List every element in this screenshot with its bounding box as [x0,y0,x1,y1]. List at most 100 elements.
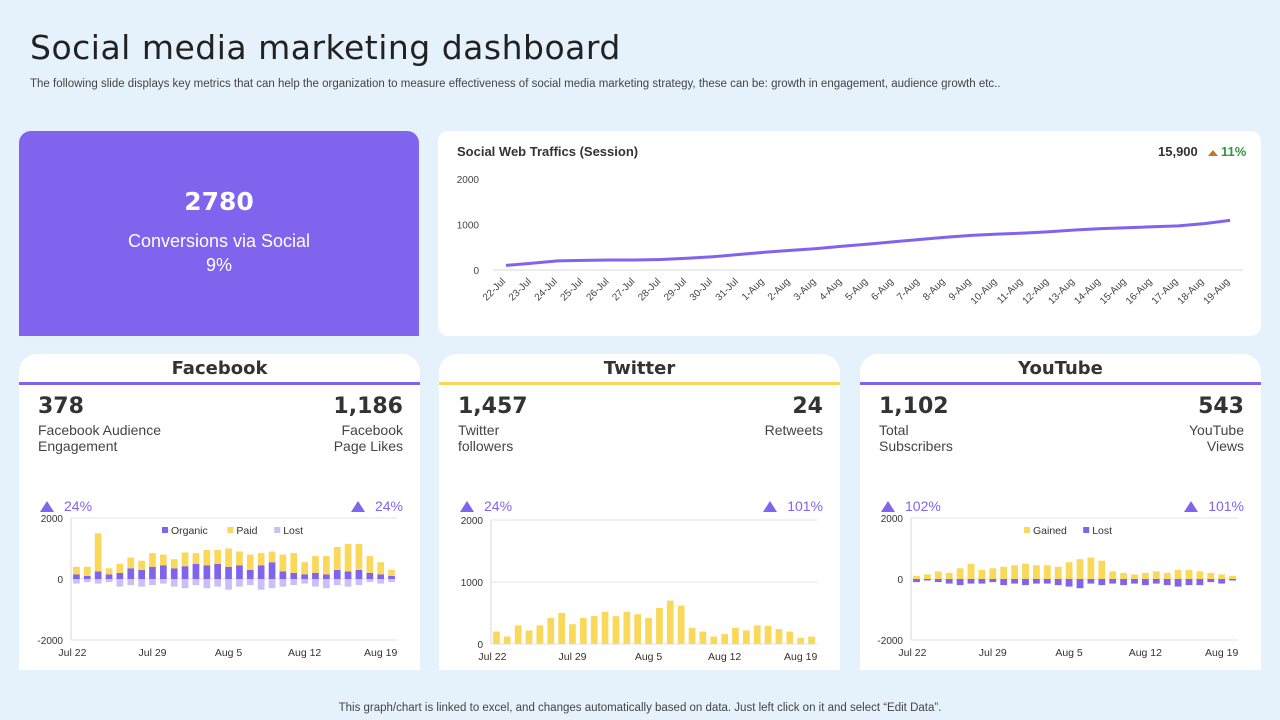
bar-organic [203,565,211,579]
bar-organic [214,563,221,580]
legend-swatch [1083,527,1090,533]
bar-lost [94,579,102,584]
bar-gained [1109,571,1117,579]
bar-organic [73,574,80,579]
bar-paid [290,553,298,573]
facebook-engagement-metric: 378 Facebook Audience Engagement 24% [38,394,218,514]
bar-gained [967,563,975,580]
bar-lost [924,579,931,581]
y-tick-label: 2000 [457,175,480,186]
bar-gained [1043,565,1051,579]
bar-gained [1011,565,1018,579]
facebook-card: Facebook 378 Facebook Audience Engagemen… [19,354,420,670]
bar-gained [1033,565,1040,579]
x-tick-label: 25-Jul [559,276,586,303]
x-tick-label: 7-Aug [895,276,922,303]
legend-label: Organic [171,525,208,537]
x-tick-label: Jul 22 [58,647,86,659]
x-tick-label: Jul 22 [478,651,506,663]
metric-delta-value: 101% [1208,498,1244,514]
bar-followers [514,625,522,644]
traffic-card: Social Web Traffics (Session) 15,900 11%… [438,131,1261,336]
metric-label: Twitter [458,422,500,438]
bar-followers [590,616,598,644]
bar-lost [344,579,352,587]
bar-gained [1218,574,1226,579]
bar-organic [225,566,232,579]
bar-paid [355,543,363,570]
bar-lost [945,579,953,584]
bar-lost [1098,579,1106,586]
facebook-title: Facebook [171,358,268,379]
y-tick-label: -2000 [37,636,63,647]
x-tick-label: 10-Aug [969,276,1000,307]
x-tick-label: Aug 12 [1129,647,1162,659]
bar-followers [525,630,533,644]
youtube-views-metric: 543 YouTube Views 101% [1064,394,1244,514]
x-tick-label: 26-Jul [584,276,611,303]
bar-lost [956,579,964,586]
y-tick-label: 2000 [881,514,904,525]
up-triangle-icon [350,501,365,512]
x-tick-label: 14-Aug [1072,276,1103,307]
bar-lost [1152,579,1160,584]
facebook-divider [19,382,420,385]
metric-value: 24 [792,394,823,419]
y-tick-label: 0 [897,575,903,586]
youtube-card: YouTube 1,102 Total Subscribers 102% 543… [860,354,1261,670]
bar-organic [312,572,319,579]
up-triangle-icon [40,501,54,512]
bar-lost [149,579,156,586]
bar-organic [344,571,352,579]
bar-lost [225,579,232,590]
metric-label: followers [458,438,514,454]
x-tick-label: 19-Aug [1202,276,1233,307]
bar-gained [1196,571,1204,579]
x-tick-label: 16-Aug [1124,276,1155,307]
bar-followers [601,611,609,644]
bar-paid [83,566,91,576]
bar-gained [1152,571,1160,579]
bar-lost [279,579,287,587]
bar-followers [612,616,620,644]
bar-lost [181,579,189,589]
bar-gained [1185,569,1193,579]
twitter-retweets-metric: 24 Retweets 101% [643,394,823,514]
bar-paid [257,553,265,566]
bar-followers [503,636,511,644]
metric-delta: 24% [40,498,92,514]
bar-gained [1131,574,1138,579]
bar-organic [181,566,189,579]
youtube-subscribers-metric: 1,102 Total Subscribers 102% [879,394,1059,514]
bar-lost [1207,579,1215,583]
bar-lost [290,579,298,586]
bar-followers [710,636,718,644]
metric-label: Retweets [764,422,823,438]
bar-followers [743,630,750,644]
bar-paid [214,550,221,564]
metric-label: Facebook Audience [38,422,161,438]
bar-organic [268,562,276,579]
x-tick-label: 27-Jul [610,276,637,303]
bar-lost [1120,579,1127,586]
metric-value: 1,457 [458,394,528,419]
up-triangle-icon [881,501,895,512]
x-tick-label: 23-Jul [507,276,534,303]
bar-followers [536,625,544,644]
x-tick-label: Jul 22 [898,647,926,659]
bar-organic [83,575,91,579]
bar-lost [1033,579,1040,584]
page-title: Social media marketing dashboard [30,28,621,67]
facebook-likes-metric: 1,186 Facebook Page Likes 24% [223,394,403,514]
metric-value: 543 [1198,394,1244,419]
bar-organic [355,569,363,579]
bar-followers [623,611,631,644]
bar-organic [323,574,330,579]
facebook-chart: -2000 0 2000 Jul 22 Jul 29 Aug 5 Aug 12 Aug 19 O… [37,514,397,659]
bar-lost [1076,579,1084,589]
bar-organic [333,569,341,579]
bar-paid [366,556,374,573]
bar-followers [493,631,500,644]
twitter-card: Twitter 1,457 Twitter followers 24% 24 R… [439,354,840,670]
bar-paid [333,547,341,570]
